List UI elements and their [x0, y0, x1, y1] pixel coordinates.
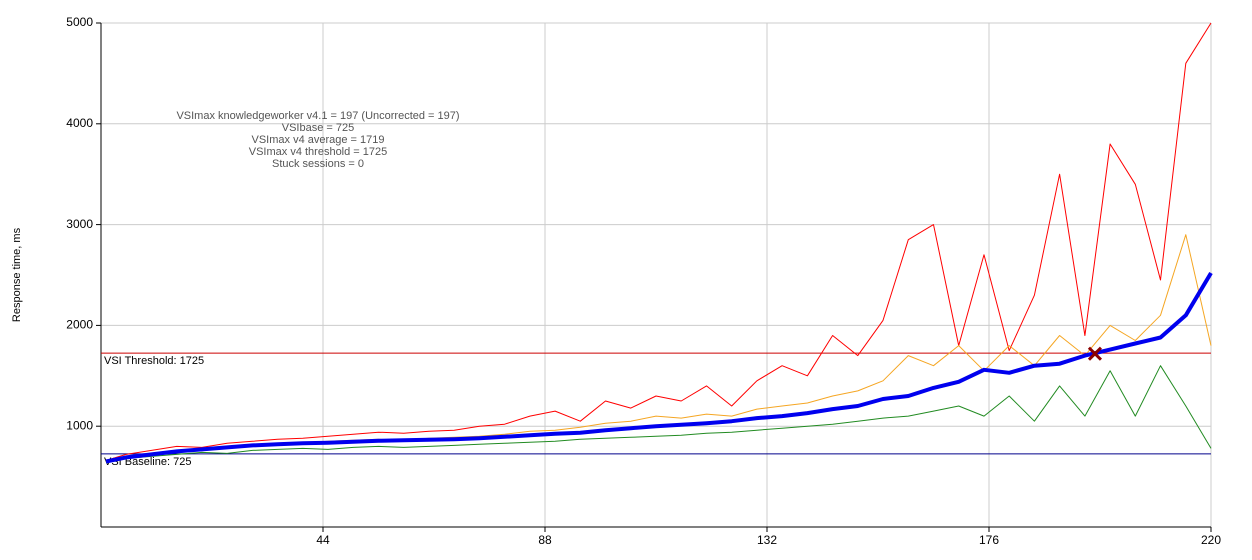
annotation: VSIbase = 725	[282, 122, 354, 134]
y-tick-label: 4000	[66, 116, 93, 130]
marker-stroke	[1087, 346, 1103, 361]
annotation: Stuck sessions = 0	[272, 158, 364, 170]
series-line	[105, 271, 1213, 464]
annotation: VSImax knowledgeworker v4.1 = 197 (Uncor…	[176, 110, 459, 122]
x-tick-label: 176	[979, 533, 999, 547]
y-tick-label: 5000	[66, 15, 93, 29]
series-line	[105, 22, 1212, 461]
annotation: VSImax v4 threshold = 1725	[249, 146, 388, 158]
x-tick-label: 44	[316, 533, 330, 547]
reference-label: VSI Threshold: 1725	[104, 355, 204, 367]
annotation: VSImax v4 average = 1719	[252, 134, 385, 146]
x-tick-label: 88	[538, 533, 552, 547]
x-tick-label: 132	[757, 533, 777, 547]
y-tick-label: 3000	[66, 217, 93, 231]
x-tick-label: 220	[1201, 533, 1221, 547]
vsimax-marker	[1087, 346, 1103, 361]
series-line	[105, 365, 1212, 463]
y-tick-label: 2000	[66, 318, 93, 332]
y-tick-label: 1000	[66, 418, 93, 432]
y-axis-label: Response time, ms	[11, 227, 23, 322]
